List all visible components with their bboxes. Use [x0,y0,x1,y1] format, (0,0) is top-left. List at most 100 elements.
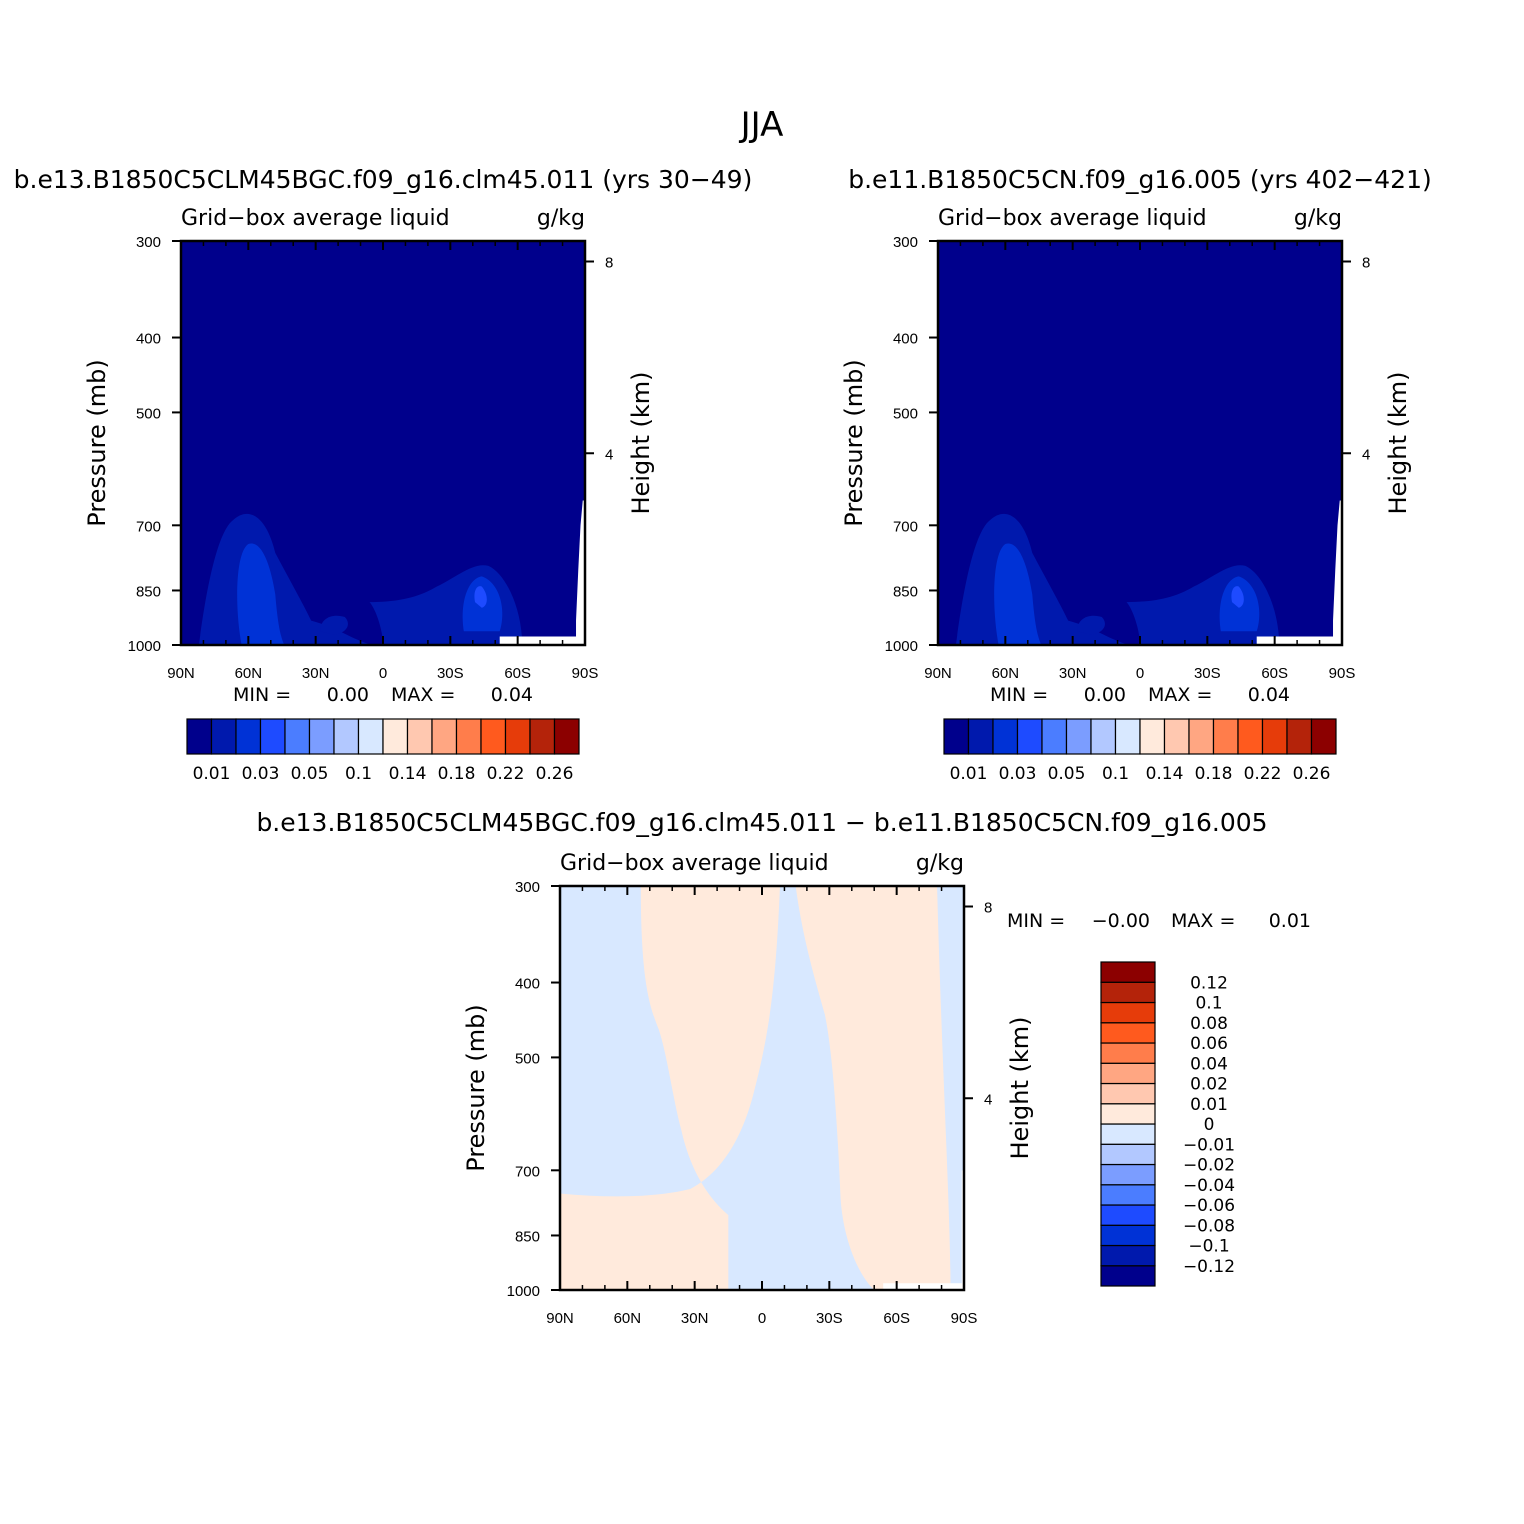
colorbar-label: 0.12 [1190,973,1228,993]
colorbar-label: 0 [1204,1115,1215,1135]
colorbar-label: 0.01 [1190,1095,1228,1115]
colorbar-label: 0.05 [1048,764,1086,784]
colorbar-label: 0.26 [1293,764,1331,784]
left-string: Grid−box average liquid [181,206,450,231]
colorbar-label: 0.1 [345,764,372,784]
x-tick-label: 30S [816,1310,843,1327]
min-value: 0.00 [327,684,369,706]
colorbar-box [1065,718,1092,755]
colorbar-box [1100,1042,1156,1064]
colorbar-box [1237,718,1264,755]
x-tick-label: 0 [1136,665,1144,682]
colorbar-box [1139,718,1166,755]
colorbar-box [1310,718,1337,755]
contour-nh-tropics [1077,615,1105,635]
colorbar-label: 0.1 [1102,764,1129,784]
contour-sh-max [474,586,487,608]
topography-mask [499,500,585,645]
min-label: MIN = [990,684,1048,706]
colorbar-label: 0.1 [1195,994,1222,1014]
y-right-tick-label: 4 [1362,446,1370,463]
y-tick-label: 1000 [507,1283,540,1300]
colorbar-box [357,718,384,755]
right-panel: b.e11.B1850C5CN.f09_g16.005 (yrs 402−421… [840,165,1432,784]
colorbar-box [210,718,237,755]
max-label: MAX = [1171,910,1235,932]
colorbar-label: −0.01 [1183,1135,1235,1155]
x-tick-label: 30N [1059,665,1087,682]
colorbar-box [1100,1204,1156,1226]
colorbar-box [333,718,360,755]
colorbar-box [1100,981,1156,1004]
y-tick-label: 1000 [128,638,161,655]
colorbar-box [1041,718,1068,755]
min-value: −0.00 [1092,910,1150,932]
topography-mask [1256,500,1342,645]
colorbar-label: 0.14 [389,764,427,784]
colorbar-label: 0.01 [950,764,988,784]
colorbar-box [284,718,311,755]
y-tick-label: 1000 [885,638,918,655]
contour-nh-inner [237,543,285,645]
colorbar-box [1100,1265,1156,1287]
colorbar-label: 0.05 [291,764,329,784]
max-value: 0.04 [1248,684,1290,706]
colorbar-label: −0.1 [1188,1237,1229,1257]
colorbar-label: −0.02 [1183,1156,1235,1176]
y-tick-label: 300 [515,879,540,896]
y-right-tick-label: 4 [984,1091,992,1108]
colorbar-box [382,718,409,755]
x-tick-label: 90S [1329,665,1356,682]
x-tick-label: 90N [924,665,952,682]
x-tick-label: 60N [992,665,1020,682]
colorbar-box [480,718,507,755]
page-title: JJA [739,105,784,145]
x-tick-label: 0 [379,665,387,682]
contour-nh-tropics [320,615,348,635]
colorbar-box [1261,718,1288,755]
max-label: MAX = [391,684,455,706]
y-tick-label: 700 [893,518,918,535]
max-value: 0.01 [1269,910,1311,932]
colorbar-label: −0.04 [1183,1176,1235,1196]
right-string: g/kg [1294,206,1342,231]
colorbar-box [1100,1224,1156,1247]
y-axis-label: Pressure (mb) [83,359,111,526]
y-right-axis-label: Height (km) [1006,1017,1034,1160]
contour-sh-max [1231,586,1244,608]
x-tick-label: 60N [614,1310,642,1327]
colorbar-box [1100,961,1156,983]
colorbar-box [1100,1163,1156,1186]
y-tick-label: 400 [893,331,918,348]
y-tick-label: 500 [893,405,918,422]
colorbar-box [943,718,970,755]
colorbar-box [553,718,580,755]
y-right-tick-label: 8 [984,900,992,917]
colorbar-box [1090,718,1117,755]
panel-title: b.e11.B1850C5CN.f09_g16.005 (yrs 402−421… [848,165,1432,194]
left-panel: b.e13.B1850C5CLM45BGC.f09_g16.clm45.011 … [14,165,753,784]
colorbar-box [1100,1244,1156,1267]
y-tick-label: 400 [515,976,540,993]
x-tick-label: 30N [302,665,330,682]
right-string: g/kg [916,851,964,876]
y-tick-label: 300 [893,234,918,251]
x-tick-label: 60S [1261,665,1288,682]
colorbar-label: 0.18 [1195,764,1233,784]
colorbar-box [1100,1143,1156,1166]
x-tick-label: 30N [681,1310,709,1327]
panel-title: b.e13.B1850C5CLM45BGC.f09_g16.clm45.011 … [256,808,1267,837]
x-tick-label: 90N [167,665,195,682]
colorbar-label: −0.12 [1183,1257,1235,1277]
y-tick-label: 500 [515,1050,540,1067]
colorbar-box [992,718,1019,755]
colorbar-box [529,718,556,755]
colorbar-label: 0.03 [242,764,280,784]
colorbar-box [431,718,458,755]
colorbar-box [504,718,531,755]
x-tick-label: 90S [572,665,599,682]
panel-title: b.e13.B1850C5CLM45BGC.f09_g16.clm45.011 … [14,165,753,194]
colorbar-label: 0.08 [1190,1014,1228,1034]
colorbar-box [1100,1082,1156,1105]
colorbar-box [1212,718,1239,755]
